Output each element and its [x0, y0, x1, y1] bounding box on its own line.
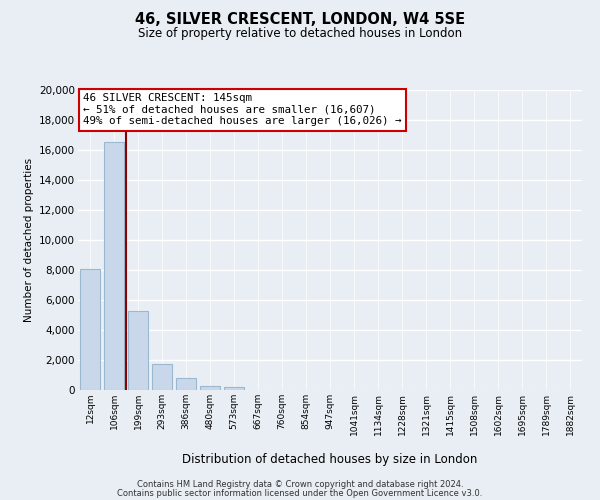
Bar: [152, 364, 172, 390]
Bar: [224, 386, 244, 390]
Text: 46 SILVER CRESCENT: 145sqm
← 51% of detached houses are smaller (16,607)
49% of : 46 SILVER CRESCENT: 145sqm ← 51% of deta…: [83, 93, 401, 126]
Bar: [128, 310, 148, 390]
Bar: [104, 142, 124, 390]
Text: Distribution of detached houses by size in London: Distribution of detached houses by size …: [182, 452, 478, 466]
Bar: [200, 386, 220, 390]
Text: Size of property relative to detached houses in London: Size of property relative to detached ho…: [138, 28, 462, 40]
Bar: [80, 268, 100, 390]
Text: 46, SILVER CRESCENT, LONDON, W4 5SE: 46, SILVER CRESCENT, LONDON, W4 5SE: [135, 12, 465, 28]
Text: Contains HM Land Registry data © Crown copyright and database right 2024.: Contains HM Land Registry data © Crown c…: [137, 480, 463, 489]
Bar: [176, 378, 196, 390]
Text: Contains public sector information licensed under the Open Government Licence v3: Contains public sector information licen…: [118, 488, 482, 498]
Y-axis label: Number of detached properties: Number of detached properties: [23, 158, 34, 322]
